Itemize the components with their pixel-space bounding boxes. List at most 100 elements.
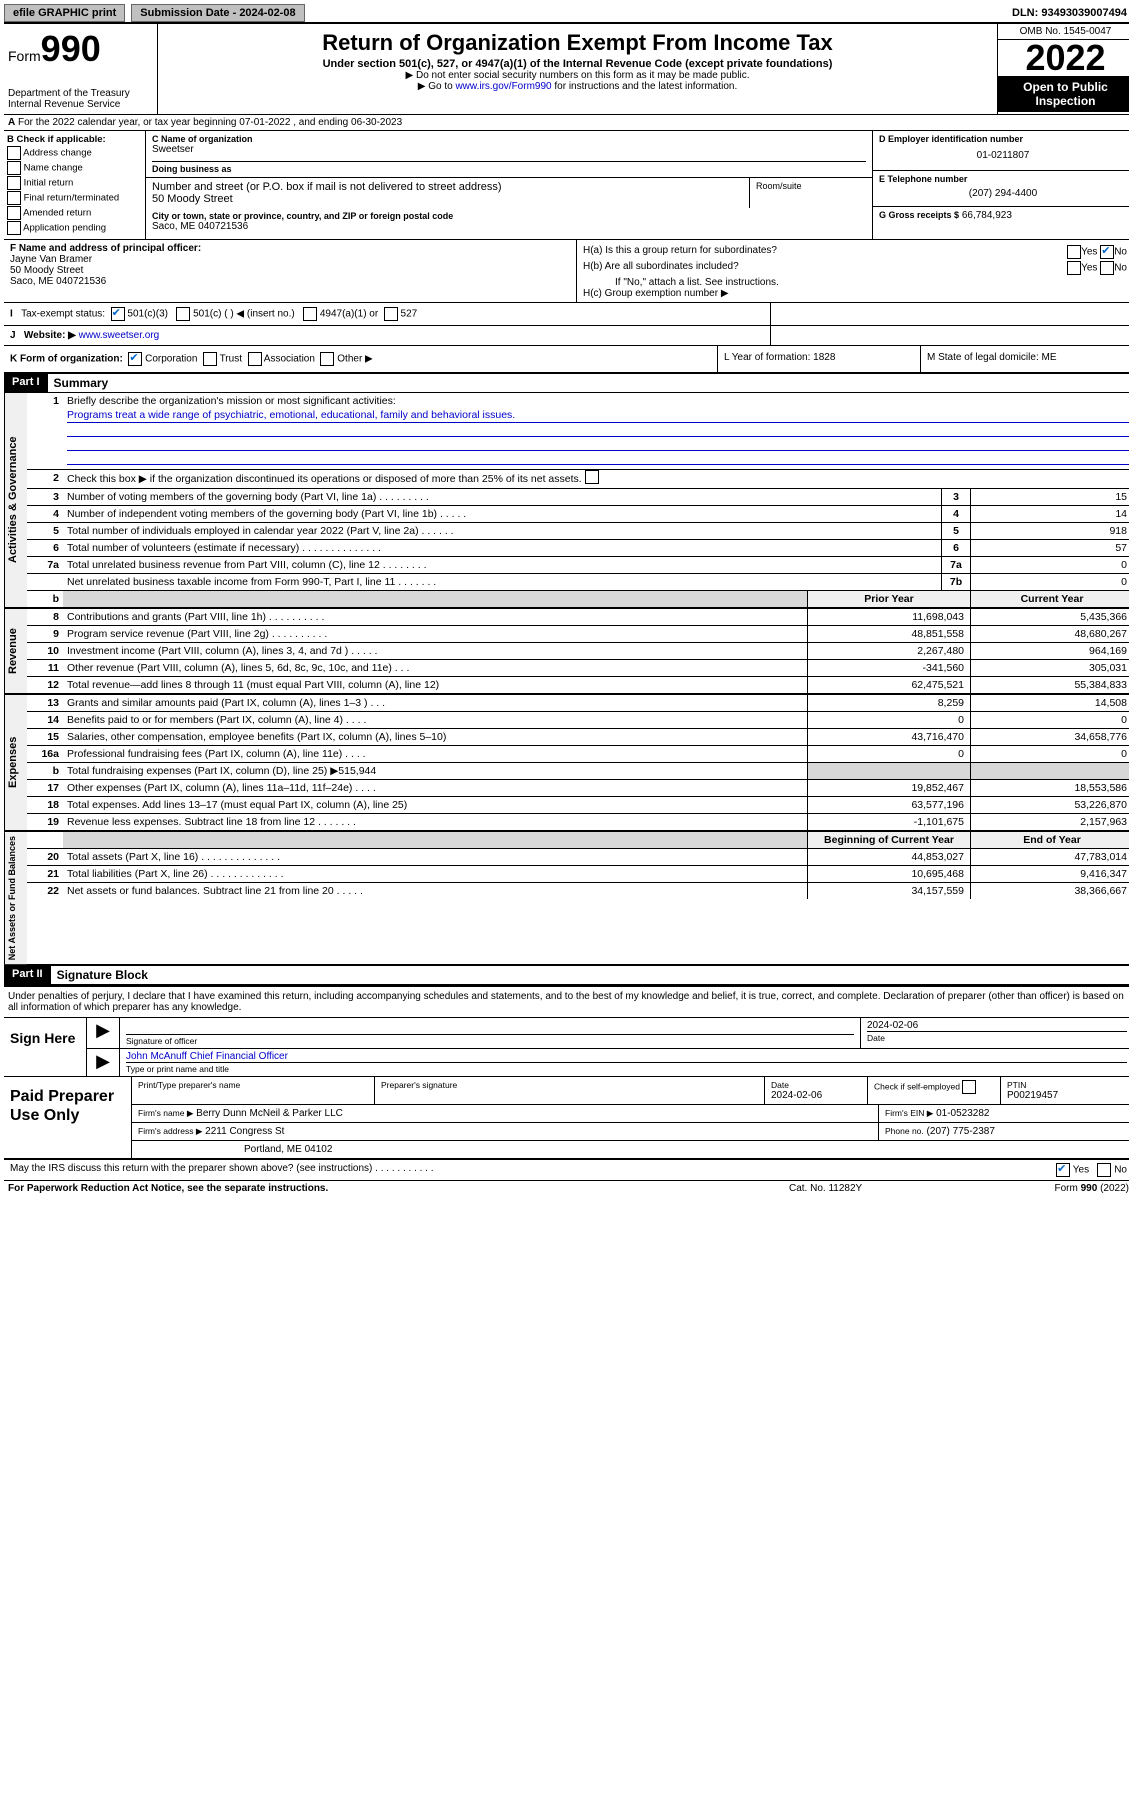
h-b-row: H(b) Are all subordinates included? Yes … [583,261,1127,275]
line3: Number of voting members of the governin… [63,489,941,505]
p17: 19,852,467 [807,780,970,796]
val-7b: 0 [970,574,1129,590]
check-address-change[interactable]: Address change [7,146,142,160]
line15: Salaries, other compensation, employee b… [63,729,807,745]
c11: 305,031 [970,660,1129,676]
line11: Other revenue (Part VIII, column (A), li… [63,660,807,676]
line16b: Total fundraising expenses (Part IX, col… [63,763,807,779]
tel-label: E Telephone number [879,174,1127,184]
p19: -1,101,675 [807,814,970,830]
line7a: Total unrelated business revenue from Pa… [63,557,941,573]
ein-value: 01-0211807 [879,144,1127,167]
arrow-icon: ▶ [87,1018,120,1048]
val-7a: 0 [970,557,1129,573]
irs-link[interactable]: www.irs.gov/Form990 [455,81,551,92]
c9: 48,680,267 [970,626,1129,642]
p9: 48,851,558 [807,626,970,642]
sig-date: 2024-02-06 [867,1020,1127,1031]
c17: 18,553,586 [970,780,1129,796]
line8: Contributions and grants (Part VIII, lin… [63,609,807,625]
gross-label: G Gross receipts $ [879,210,959,220]
prep-date: 2024-02-06 [771,1090,861,1101]
org-name: Sweetser [152,144,866,155]
part-i-header: Part I Summary [4,374,1129,393]
firm-addr2: Portland, ME 04102 [132,1141,1129,1158]
line5: Total number of individuals employed in … [63,523,941,539]
h-b-note: If "No," attach a list. See instructions… [583,277,1127,288]
p8: 11,698,043 [807,609,970,625]
dln-label: DLN: 93493039007494 [1012,7,1129,19]
mission-text[interactable]: Programs treat a wide range of psychiatr… [67,409,515,421]
line12: Total revenue—add lines 8 through 11 (mu… [63,677,807,693]
c21: 9,416,347 [970,866,1129,882]
tab-governance: Activities & Governance [4,393,27,607]
dba-label: Doing business as [152,161,866,174]
line21: Total liabilities (Part X, line 26) . . … [63,866,807,882]
preparer-sig-label: Preparer's signature [381,1080,758,1090]
sig-intro: Under penalties of perjury, I declare th… [4,987,1129,1018]
officer-city: Saco, ME 040721536 [10,276,570,287]
val-3: 15 [970,489,1129,505]
c20: 47,783,014 [970,849,1129,865]
p15: 43,716,470 [807,729,970,745]
p20: 44,853,027 [807,849,970,865]
section-bcd: B Check if applicable: Address change Na… [4,131,1129,240]
tab-expenses: Expenses [4,695,27,830]
c10: 964,169 [970,643,1129,659]
org-name-label: C Name of organization [152,134,866,144]
form-subtitle: Under section 501(c), 527, or 4947(a)(1)… [162,58,993,70]
firm-name: Berry Dunn McNeil & Parker LLC [196,1108,343,1119]
dept-label: Department of the Treasury Internal Reve… [8,88,153,110]
check-initial-return[interactable]: Initial return [7,176,142,190]
row-j: J Website: ▶ www.sweetser.org [4,326,1129,346]
c22: 38,366,667 [970,883,1129,899]
h-a-row: H(a) Is this a group return for subordin… [583,245,1127,259]
phone-value: (207) 775-2387 [927,1126,995,1137]
c13: 14,508 [970,695,1129,711]
phone-label: Phone no. [885,1126,924,1136]
c14: 0 [970,712,1129,728]
ptin-label: PTIN [1007,1080,1127,1090]
box-d: D Employer identification number 01-0211… [873,131,1129,239]
self-employed-label: Check if self-employed [868,1077,1001,1104]
line14: Benefits paid to or for members (Part IX… [63,712,807,728]
p18: 63,577,196 [807,797,970,813]
check-application-pending[interactable]: Application pending [7,221,142,235]
line1-label: Briefly describe the organization's miss… [67,395,396,407]
c18: 53,226,870 [970,797,1129,813]
firm-addr1: 2211 Congress St [205,1126,284,1137]
line7b: Net unrelated business taxable income fr… [63,574,941,590]
firm-addr-label: Firm's address ▶ [138,1126,202,1136]
city-value: Saco, ME 040721536 [152,221,866,232]
ptin-value: P00219457 [1007,1090,1127,1101]
form-number: Form990 [8,28,153,70]
check-name-change[interactable]: Name change [7,161,142,175]
line19: Revenue less expenses. Subtract line 18 … [63,814,807,830]
line9: Program service revenue (Part VIII, line… [63,626,807,642]
check-amended-return[interactable]: Amended return [7,206,142,220]
city-label: City or town, state or province, country… [152,211,866,221]
hdr-end: End of Year [970,832,1129,848]
sign-here-label: Sign Here [4,1018,87,1076]
summary-netassets: Net Assets or Fund Balances Beginning of… [4,832,1129,966]
line17: Other expenses (Part IX, column (A), lin… [63,780,807,796]
website-link[interactable]: www.sweetser.org [79,330,160,341]
hdr-beg: Beginning of Current Year [807,832,970,848]
tab-netassets: Net Assets or Fund Balances [4,832,27,964]
p22: 34,157,559 [807,883,970,899]
line18: Total expenses. Add lines 13–17 (must eq… [63,797,807,813]
officer-street: 50 Moody Street [10,265,570,276]
box-b: B Check if applicable: Address change Na… [4,131,146,239]
p10: 2,267,480 [807,643,970,659]
officer-name-title[interactable]: John McAnuff Chief Financial Officer [126,1051,288,1062]
year-formation: L Year of formation: 1828 [717,346,920,372]
ein-label: D Employer identification number [879,134,1127,144]
check-final-return[interactable]: Final return/terminated [7,191,142,205]
form-header: Form990 Department of the Treasury Inter… [4,24,1129,115]
form-ref: Form 990 (2022) [969,1183,1129,1194]
section-fh: F Name and address of principal officer:… [4,240,1129,303]
page-footer: For Paperwork Reduction Act Notice, see … [4,1181,1129,1196]
prep-date-label: Date [771,1080,861,1090]
box-b-header: B Check if applicable: [7,134,142,145]
firm-ein: 01-0523282 [936,1108,989,1119]
